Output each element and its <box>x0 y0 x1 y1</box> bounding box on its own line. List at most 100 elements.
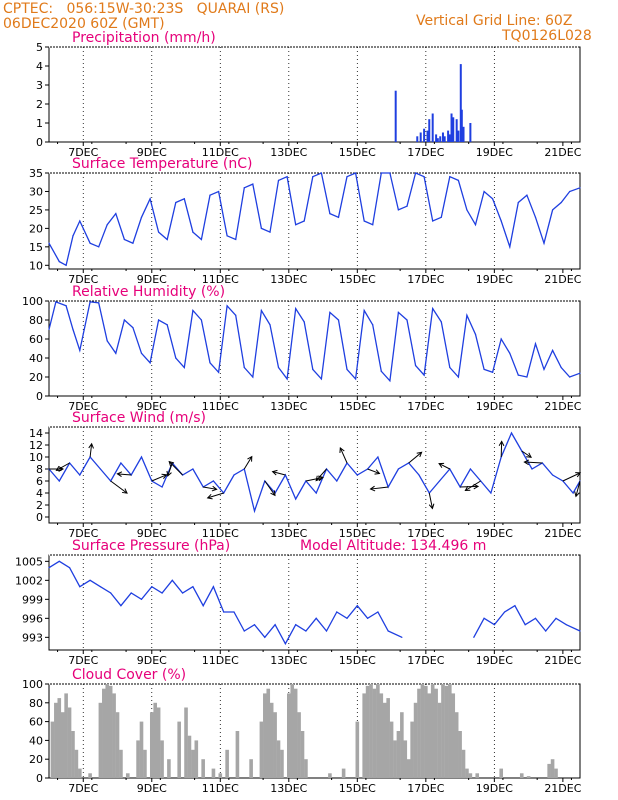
data-point <box>572 492 574 494</box>
bar <box>136 740 140 778</box>
data-point <box>79 474 81 476</box>
wind-vector-head <box>498 440 505 447</box>
bar <box>436 138 439 142</box>
y-tick-label: 20 <box>29 222 43 235</box>
plot-frame <box>48 554 581 651</box>
data-point <box>149 362 151 364</box>
wind-vector <box>89 443 93 458</box>
data-point <box>346 617 348 619</box>
data-point <box>106 340 108 342</box>
data-point <box>363 309 365 312</box>
data-point <box>183 366 185 369</box>
wind-vector <box>168 461 183 476</box>
bar <box>54 702 58 778</box>
wind-vector <box>272 471 286 476</box>
bar <box>451 693 456 778</box>
bar <box>125 773 130 778</box>
bar <box>455 119 458 142</box>
data-point <box>397 468 400 470</box>
wind-vector-head <box>315 475 322 482</box>
data-point <box>295 224 297 226</box>
bar <box>369 684 373 778</box>
data-point <box>123 238 125 241</box>
bar <box>276 740 281 778</box>
x-tick-label: 11DEC <box>202 146 239 159</box>
data-point <box>551 349 554 351</box>
bar <box>426 130 429 142</box>
data-point <box>140 352 143 354</box>
bar <box>372 688 377 778</box>
data-point <box>192 468 194 470</box>
x-tick-label: 9DEC <box>137 782 167 795</box>
y-tick-label: 20 <box>29 371 43 384</box>
data-point <box>346 368 348 370</box>
x-tick-label: 7DEC <box>68 400 98 413</box>
data-point <box>286 176 288 178</box>
x-tick-label: 13DEC <box>270 273 307 286</box>
series-line <box>48 172 581 267</box>
data-point <box>579 630 581 632</box>
data-point <box>55 301 57 303</box>
wind-vector <box>56 462 70 471</box>
data-point <box>372 224 374 226</box>
bar <box>435 134 438 142</box>
bar <box>403 740 408 778</box>
wind-vector-head <box>575 472 582 478</box>
x-tick-label: 9DEC <box>137 400 167 413</box>
data-point <box>183 198 185 200</box>
wind-vector-head <box>339 446 345 453</box>
bar <box>112 693 116 778</box>
data-point <box>315 492 317 494</box>
bar <box>419 132 422 142</box>
data-point <box>226 235 228 237</box>
data-point <box>132 242 134 244</box>
x-tick-label: 7DEC <box>68 146 98 159</box>
bar <box>447 130 450 142</box>
x-tick-label: 9DEC <box>137 146 167 159</box>
data-point <box>449 176 451 178</box>
data-point <box>325 630 328 632</box>
y-tick-label: 25 <box>29 204 43 217</box>
data-point <box>449 366 451 369</box>
bar <box>328 773 332 778</box>
y-tick-label: 0 <box>36 772 43 785</box>
x-tick-label: 9DEC <box>137 273 167 286</box>
data-point <box>490 492 492 494</box>
y-tick-label: 40 <box>29 352 43 365</box>
bar <box>115 712 120 778</box>
data-point <box>312 176 314 178</box>
data-point <box>457 179 459 181</box>
data-point <box>509 352 511 354</box>
bar <box>341 768 346 778</box>
data-point <box>474 224 477 226</box>
wind-vector-head <box>270 490 276 497</box>
panel-title: Cloud Cover (%) <box>72 667 186 683</box>
y-tick-label: 0 <box>36 390 43 403</box>
wind-vector-head <box>88 442 94 449</box>
y-tick-label: 996 <box>22 612 43 625</box>
bar <box>74 749 79 778</box>
bar <box>393 740 397 778</box>
panel-5: 7DEC 9DEC 11DEC 13DEC 15DEC 17DEC 19DEC 21DEC 99… <box>15 538 582 667</box>
data-point <box>79 586 81 588</box>
wind-vector <box>408 451 422 464</box>
bar <box>441 132 444 142</box>
x-tick-label: 21DEC <box>544 527 581 540</box>
data-point <box>579 372 581 374</box>
x-tick-label: 19DEC <box>476 146 513 159</box>
data-point <box>329 213 331 215</box>
y-tick-label: 4 <box>36 60 43 73</box>
bar <box>376 684 380 778</box>
data-point <box>48 242 50 244</box>
y-tick-label: 0 <box>36 511 43 524</box>
bar <box>417 688 421 778</box>
bar <box>439 136 442 142</box>
y-tick-label: 10 <box>29 259 43 272</box>
bar <box>50 721 55 778</box>
data-point <box>493 624 495 626</box>
wind-vector-head <box>369 485 376 492</box>
data-point <box>534 617 537 619</box>
data-point <box>226 305 228 307</box>
data-point <box>295 308 297 310</box>
bar <box>431 113 434 142</box>
